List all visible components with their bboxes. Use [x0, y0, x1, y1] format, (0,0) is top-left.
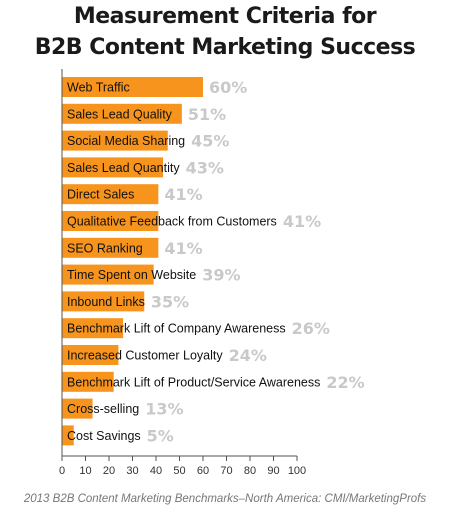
value-label: 43% — [186, 158, 224, 177]
x-tick-label: 80 — [244, 465, 256, 477]
bar — [62, 157, 164, 178]
value-label: 45% — [191, 132, 229, 151]
value-label: 35% — [151, 292, 189, 311]
value-label: 60% — [209, 78, 247, 97]
chart-title-line-2: B2B Content Marketing Success — [34, 35, 416, 60]
x-tick-label: 100 — [288, 465, 306, 477]
x-tick-label: 40 — [150, 465, 162, 477]
value-label: 22% — [326, 373, 364, 392]
category-label: Cost Savings — [67, 429, 141, 443]
bar — [62, 130, 168, 151]
bar — [62, 184, 159, 205]
bar — [62, 211, 159, 231]
bar — [62, 345, 119, 365]
category-label: Increased Customer Loyalty — [67, 349, 223, 363]
x-tick-label: 0 — [59, 465, 65, 477]
bar — [62, 425, 74, 446]
category-label: Time Spent on Website — [67, 268, 196, 282]
category-label: Direct Sales — [67, 188, 134, 202]
bar — [62, 291, 145, 312]
bar — [62, 237, 159, 258]
bar — [62, 318, 124, 339]
chart-source: 2013 B2B Content Marketing Benchmarks–No… — [23, 493, 427, 505]
category-label: Social Media Sharing — [67, 134, 185, 148]
bar — [62, 398, 93, 419]
x-tick-label: 10 — [79, 465, 91, 477]
value-label: 39% — [202, 266, 240, 285]
bar — [62, 77, 203, 97]
category-label: Sales Lead Quantity — [67, 161, 180, 175]
category-label: Benchmark Lift of Company Awareness — [67, 322, 286, 336]
x-tick-label: 20 — [103, 465, 115, 477]
category-label: SEO Ranking — [67, 241, 143, 255]
value-label: 26% — [292, 319, 330, 338]
x-tick-label: 30 — [126, 465, 138, 477]
category-label: Benchmark Lift of Product/Service Awaren… — [67, 375, 320, 389]
value-label: 51% — [188, 105, 226, 124]
bar — [62, 103, 182, 124]
category-label: Web Traffic — [67, 81, 130, 95]
bar — [62, 371, 114, 392]
x-tick-label: 70 — [220, 465, 232, 477]
value-label: 41% — [164, 239, 202, 258]
category-label: Inbound Links — [67, 295, 145, 309]
value-label: 13% — [145, 400, 183, 419]
chart-title-line-1: Measurement Criteria for — [73, 4, 377, 29]
bar-chart: Web Traffic 60% Sales Lead Quality 51%Socia… — [59, 69, 365, 477]
value-label: 41% — [283, 212, 321, 231]
x-tick-label: 90 — [267, 465, 279, 477]
category-label: Qualitative Feedback from Customers — [67, 215, 277, 229]
value-label: 5% — [147, 426, 174, 445]
value-label: 41% — [164, 185, 202, 204]
category-label: Cross-selling — [67, 402, 139, 416]
bar — [62, 264, 154, 285]
x-tick-label: 50 — [173, 465, 185, 477]
x-tick-label: 60 — [197, 465, 209, 477]
value-label: 24% — [229, 346, 267, 365]
category-label: Sales Lead Quality — [67, 107, 173, 121]
